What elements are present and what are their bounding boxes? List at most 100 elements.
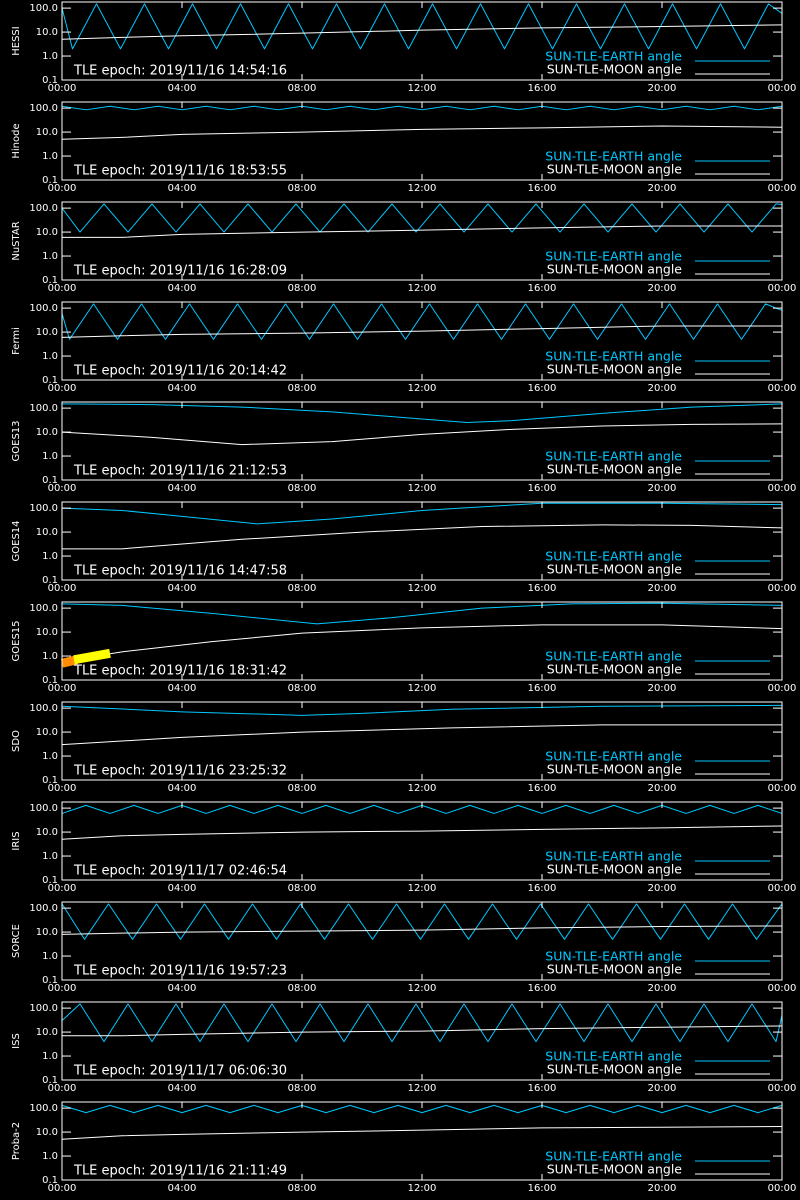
y-tick-label: 1.0	[42, 551, 58, 562]
y-axis-label: Fermi	[11, 327, 22, 355]
x-tick-label: 08:00	[288, 183, 317, 194]
y-tick-label: 1.0	[42, 151, 58, 162]
tle-epoch: TLE epoch: 2019/11/17 06:06:30	[73, 1064, 287, 1079]
y-axis-label: Proba-2	[11, 1122, 22, 1160]
y-tick-label: 10.0	[36, 727, 58, 738]
y-tick-label: 1.0	[42, 451, 58, 462]
tle-epoch: TLE epoch: 2019/11/16 16:28:09	[73, 264, 287, 279]
series-line	[61, 423, 783, 446]
y-tick-label: 0.1	[42, 475, 58, 486]
x-tick-label: 00:00	[768, 1183, 797, 1194]
y-tick-label: 100.0	[29, 1003, 58, 1014]
y-tick-label: 10.0	[36, 327, 58, 338]
x-tick-label: 12:00	[408, 1183, 437, 1194]
x-tick-label: 00:00	[48, 983, 77, 994]
legend-label: SUN-TLE-EARTH angle	[545, 1049, 682, 1064]
x-tick-label: 08:00	[288, 283, 317, 294]
y-tick-label: 1.0	[42, 251, 58, 262]
x-tick-label: 12:00	[408, 283, 437, 294]
x-tick-label: 04:00	[168, 383, 197, 394]
series-line	[61, 825, 783, 840]
x-tick-label: 12:00	[408, 883, 437, 894]
x-tick-label: 20:00	[648, 83, 677, 94]
x-tick-label: 00:00	[768, 383, 797, 394]
series-line	[61, 1126, 783, 1140]
series-line	[62, 524, 783, 550]
y-tick-label: 1.0	[42, 51, 58, 62]
x-tick-label: 00:00	[48, 1183, 77, 1194]
y-axis-label: GOES14	[11, 520, 22, 561]
tle-epoch: TLE epoch: 2019/11/16 21:11:49	[73, 1164, 287, 1179]
x-tick-label: 04:00	[168, 1183, 197, 1194]
y-tick-label: 100.0	[29, 1103, 58, 1114]
x-tick-label: 08:00	[288, 783, 317, 794]
x-tick-label: 20:00	[648, 183, 677, 194]
x-tick-label: 12:00	[408, 583, 437, 594]
tle-epoch: TLE epoch: 2019/11/16 14:47:58	[73, 564, 287, 579]
y-axis-label: IRIS	[11, 831, 22, 850]
y-tick-label: 1.0	[42, 1151, 58, 1162]
y-tick-label: 0.1	[42, 375, 58, 386]
y-tick-label: 10.0	[36, 27, 58, 38]
y-tick-label: 1.0	[42, 351, 58, 362]
series-line	[61, 903, 783, 940]
legend-label: SUN-TLE-EARTH angle	[545, 849, 682, 864]
x-tick-label: 00:00	[768, 283, 797, 294]
x-tick-label: 00:00	[768, 83, 797, 94]
x-tick-label: 20:00	[648, 583, 677, 594]
x-tick-label: 20:00	[648, 283, 677, 294]
series-line	[61, 602, 783, 625]
x-tick-label: 08:00	[288, 583, 317, 594]
y-tick-label: 0.1	[42, 75, 58, 86]
y-tick-label: 10.0	[36, 1127, 58, 1138]
tle-epoch: TLE epoch: 2019/11/17 02:46:54	[73, 864, 287, 879]
x-tick-label: 00:00	[48, 183, 77, 194]
x-tick-label: 12:00	[408, 783, 437, 794]
x-tick-label: 08:00	[288, 683, 317, 694]
tle-epoch: TLE epoch: 2019/11/16 19:57:23	[73, 964, 287, 979]
x-tick-label: 04:00	[168, 883, 197, 894]
y-tick-label: 0.1	[42, 175, 58, 186]
legend-label: SUN-TLE-MOON angle	[547, 562, 683, 577]
x-tick-label: 12:00	[408, 83, 437, 94]
x-tick-label: 12:00	[408, 1083, 437, 1094]
y-axis-label: GOES15	[11, 620, 22, 661]
series-line	[61, 502, 783, 525]
x-tick-label: 08:00	[288, 83, 317, 94]
x-tick-label: 20:00	[648, 783, 677, 794]
y-tick-label: 0.1	[42, 775, 58, 786]
y-tick-label: 1.0	[42, 851, 58, 862]
x-tick-label: 12:00	[408, 683, 437, 694]
series-line	[61, 1104, 783, 1114]
y-tick-label: 0.1	[42, 875, 58, 886]
legend-label: SUN-TLE-MOON angle	[547, 462, 683, 477]
x-tick-label: 04:00	[168, 783, 197, 794]
y-tick-label: 100.0	[29, 603, 58, 614]
x-tick-label: 08:00	[288, 383, 317, 394]
x-tick-label: 00:00	[768, 983, 797, 994]
x-tick-label: 16:00	[528, 983, 557, 994]
legend-label: SUN-TLE-EARTH angle	[545, 249, 682, 264]
legend-label: SUN-TLE-EARTH angle	[545, 1149, 682, 1164]
legend-label: SUN-TLE-EARTH angle	[545, 749, 682, 764]
series-line	[61, 624, 783, 662]
x-tick-label: 04:00	[168, 83, 197, 94]
y-axis-label: HESSI	[11, 26, 22, 55]
series-line	[61, 403, 783, 424]
series-line	[62, 225, 782, 238]
x-tick-label: 00:00	[48, 483, 77, 494]
x-tick-label: 04:00	[168, 683, 197, 694]
x-tick-label: 12:00	[408, 483, 437, 494]
y-tick-label: 0.1	[42, 975, 58, 986]
y-tick-label: 10.0	[36, 627, 58, 638]
series-line	[61, 105, 783, 111]
x-tick-label: 16:00	[528, 83, 557, 94]
y-axis-label: SORCE	[11, 924, 22, 958]
y-tick-label: 0.1	[42, 1175, 58, 1186]
series-line	[61, 24, 783, 40]
x-tick-label: 08:00	[288, 483, 317, 494]
y-tick-label: 1.0	[42, 651, 58, 662]
legend-label: SUN-TLE-MOON angle	[547, 1062, 683, 1077]
series-line	[61, 724, 782, 746]
